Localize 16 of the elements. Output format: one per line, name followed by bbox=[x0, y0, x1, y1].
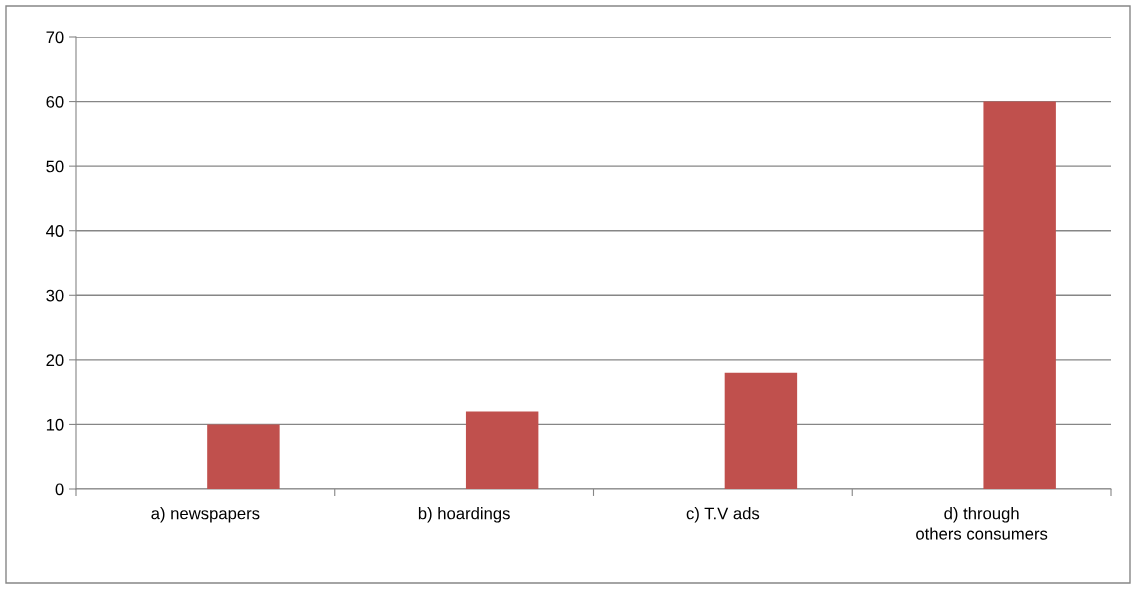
y-tick-label: 60 bbox=[46, 95, 64, 108]
x-tick-label: c) T.V ads bbox=[686, 507, 760, 523]
y-tick-label: 40 bbox=[46, 225, 64, 237]
bar bbox=[983, 101, 1056, 489]
bar bbox=[724, 372, 798, 489]
y-tick-label: 30 bbox=[46, 289, 64, 302]
y-tick-label: 20 bbox=[46, 354, 64, 367]
y-tick-label: 10 bbox=[46, 418, 64, 431]
x-tick-label: a) newspapers bbox=[151, 507, 260, 523]
y-tick-label: 70 bbox=[46, 31, 64, 44]
bar bbox=[465, 411, 539, 489]
x-tick-label: d) through others consumers bbox=[916, 507, 1048, 540]
y-tick-label: 0 bbox=[55, 483, 64, 496]
y-tick-label: 50 bbox=[46, 160, 64, 173]
x-tick-label: b) hoardings bbox=[418, 507, 510, 523]
bar bbox=[207, 424, 280, 489]
